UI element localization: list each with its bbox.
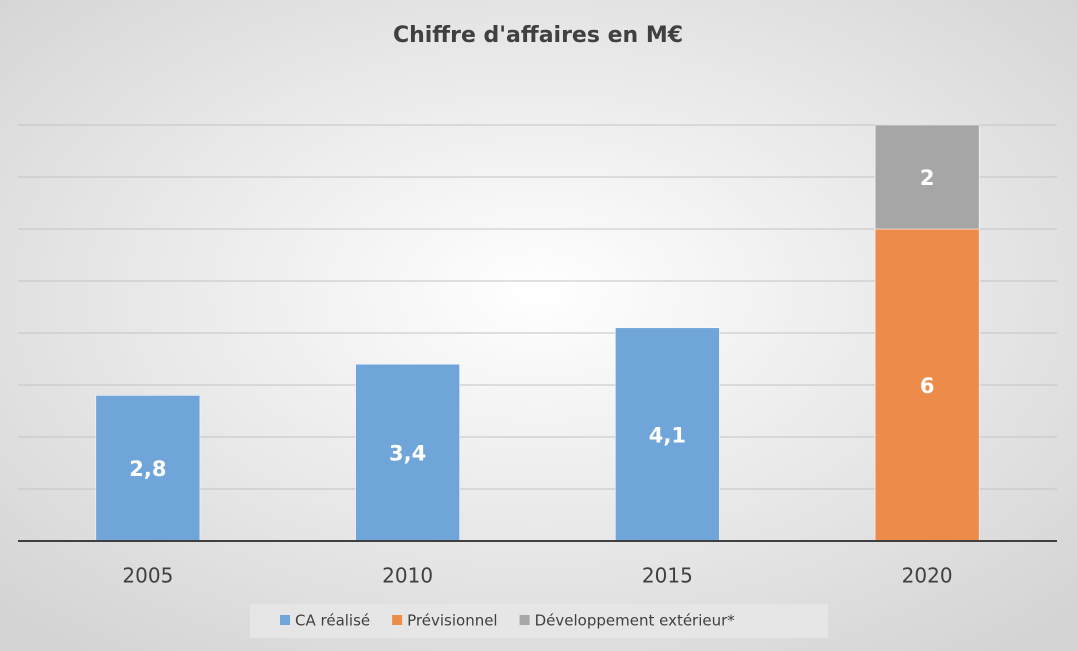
bar-segment [615, 327, 720, 542]
legend-label: Développement extérieur* [535, 612, 736, 630]
x-tick-label: 2005 [122, 564, 173, 588]
legend-label: CA réalisé [295, 612, 370, 630]
legend-swatch [519, 615, 530, 625]
data-label: 4,1 [649, 423, 686, 447]
x-tick-label: 2020 [902, 564, 953, 588]
bar-segment [874, 124, 980, 230]
legend-swatch [280, 615, 290, 625]
data-label: 2 [920, 166, 935, 190]
data-label: 3,4 [389, 442, 426, 466]
data-label: 2,8 [129, 457, 166, 481]
bar-segment [95, 395, 201, 542]
legend-swatch [392, 615, 403, 625]
legend-label: Prévisionnel [407, 612, 497, 630]
legend-box [250, 604, 828, 638]
data-label: 6 [920, 374, 935, 398]
x-tick-label: 2015 [642, 564, 693, 588]
bar-segment [355, 363, 460, 542]
x-tick-label: 2010 [382, 564, 433, 588]
chart-title: Chiffre d'affaires en M€ [393, 23, 683, 48]
bar-segment [874, 228, 980, 542]
